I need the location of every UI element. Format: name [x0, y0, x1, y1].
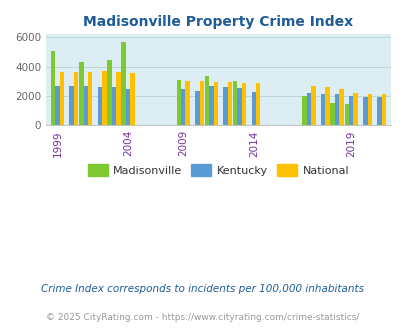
Bar — [367, 94, 371, 125]
Bar — [324, 87, 329, 125]
Bar — [69, 86, 74, 125]
Text: Crime Index corresponds to incidents per 100,000 inhabitants: Crime Index corresponds to incidents per… — [41, 284, 364, 294]
Bar — [195, 91, 199, 125]
Bar — [111, 87, 116, 125]
Bar — [88, 72, 92, 125]
Bar — [74, 72, 78, 125]
Bar — [102, 71, 106, 125]
Bar — [213, 82, 217, 125]
Bar — [232, 81, 237, 125]
Bar — [330, 103, 334, 125]
Bar — [362, 97, 367, 125]
Bar — [209, 86, 213, 125]
Bar — [98, 87, 102, 125]
Bar — [199, 81, 203, 125]
Bar — [381, 94, 385, 125]
Bar — [310, 86, 315, 125]
Bar — [126, 89, 130, 125]
Legend: Madisonville, Kentucky, National: Madisonville, Kentucky, National — [83, 160, 353, 180]
Bar — [353, 93, 357, 125]
Bar — [181, 89, 185, 125]
Bar — [116, 72, 120, 125]
Bar — [320, 94, 324, 125]
Bar — [60, 72, 64, 125]
Title: Madisonville Property Crime Index: Madisonville Property Crime Index — [83, 15, 353, 29]
Bar — [130, 73, 134, 125]
Bar — [83, 86, 88, 125]
Bar — [255, 83, 260, 125]
Bar — [204, 76, 209, 125]
Bar — [107, 60, 111, 125]
Bar — [185, 81, 190, 125]
Bar — [339, 89, 343, 125]
Bar — [223, 87, 227, 125]
Text: © 2025 CityRating.com - https://www.cityrating.com/crime-statistics/: © 2025 CityRating.com - https://www.city… — [46, 313, 359, 322]
Bar — [348, 96, 353, 125]
Bar — [79, 62, 83, 125]
Bar — [176, 80, 181, 125]
Bar — [241, 83, 246, 125]
Bar — [376, 97, 381, 125]
Bar — [121, 42, 126, 125]
Bar — [334, 94, 339, 125]
Bar — [251, 92, 255, 125]
Bar — [344, 104, 348, 125]
Bar — [55, 86, 60, 125]
Bar — [51, 51, 55, 125]
Bar — [301, 96, 306, 125]
Bar — [227, 82, 232, 125]
Bar — [306, 93, 310, 125]
Bar — [237, 88, 241, 125]
